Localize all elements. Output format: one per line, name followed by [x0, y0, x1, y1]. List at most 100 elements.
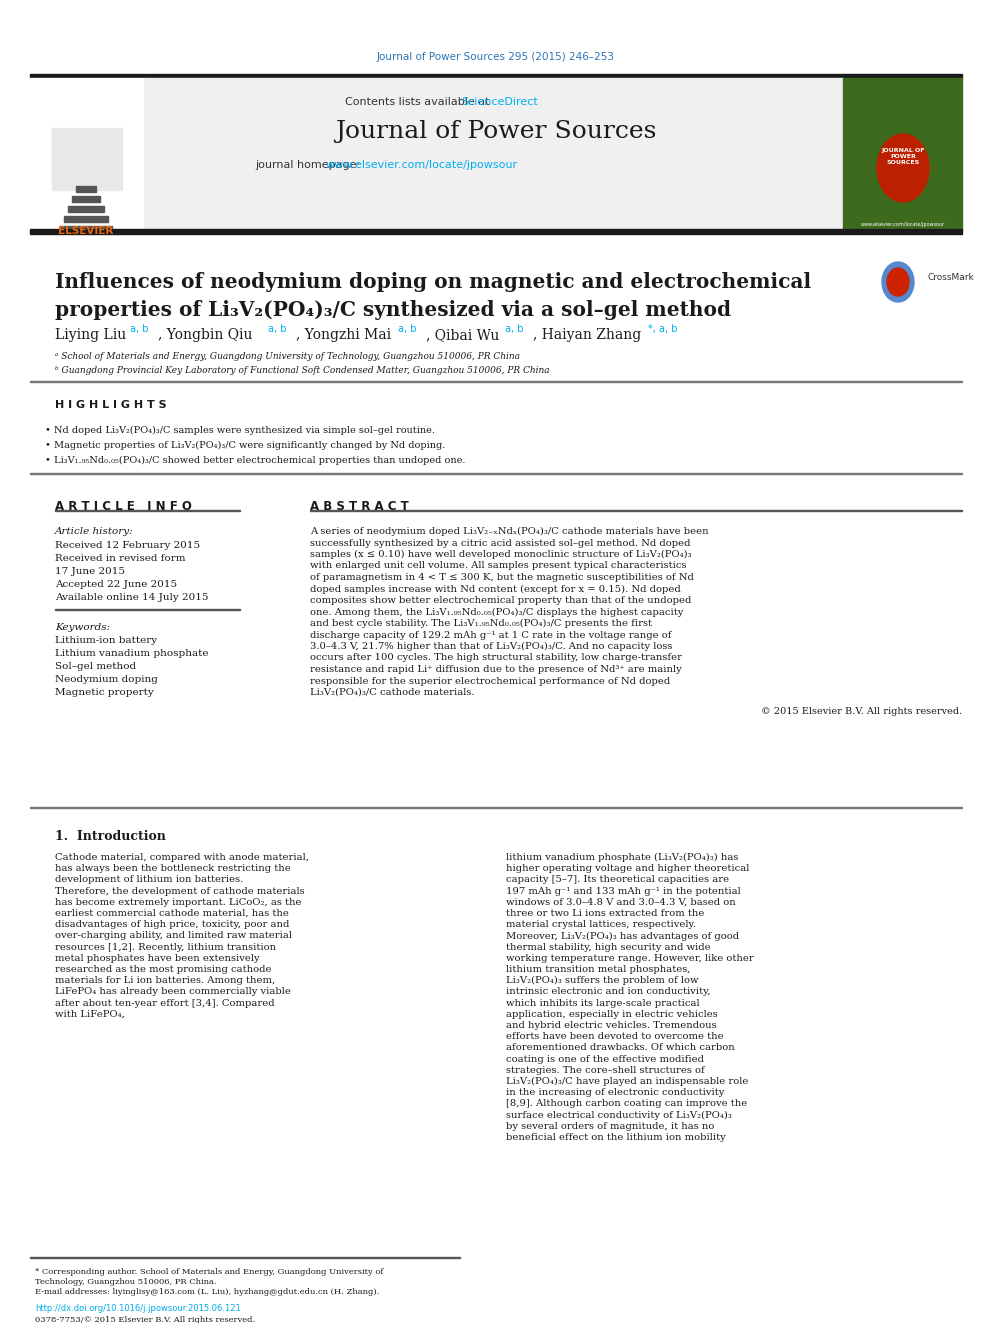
Text: a, b: a, b — [505, 324, 524, 333]
Text: Magnetic property: Magnetic property — [55, 688, 154, 697]
Text: composites show better electrochemical property than that of the undoped: composites show better electrochemical p… — [310, 595, 691, 605]
Bar — [843, 78, 962, 230]
Text: Neodymium doping: Neodymium doping — [55, 675, 158, 684]
Bar — [30, 807, 962, 808]
Text: Available online 14 July 2015: Available online 14 July 2015 — [55, 593, 208, 602]
Text: resistance and rapid Li⁺ diffusion due to the presence of Nd³⁺ are mainly: resistance and rapid Li⁺ diffusion due t… — [310, 665, 682, 673]
Text: material crystal lattices, respectively.: material crystal lattices, respectively. — [506, 921, 695, 929]
Text: ScienceDirect: ScienceDirect — [461, 97, 538, 107]
Text: efforts have been devoted to overcome the: efforts have been devoted to overcome th… — [506, 1032, 723, 1041]
Text: has always been the bottleneck restricting the: has always been the bottleneck restricti… — [55, 864, 291, 873]
Text: LiFePO₄ has already been commercially viable: LiFePO₄ has already been commercially vi… — [55, 987, 291, 996]
Text: [8,9]. Although carbon coating can improve the: [8,9]. Although carbon coating can impro… — [506, 1099, 747, 1109]
Text: disadvantages of high price, toxicity, poor and: disadvantages of high price, toxicity, p… — [55, 921, 290, 929]
Text: Keywords:: Keywords: — [55, 623, 110, 632]
Text: journal homepage:: journal homepage: — [255, 160, 364, 169]
Text: ᵃ School of Materials and Energy, Guangdong University of Technology, Guangzhou : ᵃ School of Materials and Energy, Guangd… — [55, 352, 520, 361]
Text: • Li₃V₁.₉₅Nd₀.₀₅(PO₄)₃/C showed better electrochemical properties than undoped o: • Li₃V₁.₉₅Nd₀.₀₅(PO₄)₃/C showed better e… — [45, 456, 465, 466]
Text: Li₃V₂(PO₄)₃ suffers the problem of low: Li₃V₂(PO₄)₃ suffers the problem of low — [506, 976, 698, 986]
Bar — [68, 206, 104, 212]
Text: JOURNAL OF
POWER
SOURCES: JOURNAL OF POWER SOURCES — [881, 148, 925, 164]
Text: Technology, Guangzhou 510006, PR China.: Technology, Guangzhou 510006, PR China. — [35, 1278, 216, 1286]
Text: , Yongzhi Mai: , Yongzhi Mai — [296, 328, 391, 343]
Text: CrossMark: CrossMark — [928, 273, 975, 282]
Text: www.elsevier.com/locate/jpowsour: www.elsevier.com/locate/jpowsour — [325, 160, 517, 169]
Bar — [60, 226, 112, 232]
Text: and best cycle stability. The Li₃V₁.₉₅Nd₀.₀₅(PO₄)₃/C presents the first: and best cycle stability. The Li₃V₁.₉₅Nd… — [310, 619, 652, 628]
Text: H I G H L I G H T S: H I G H L I G H T S — [55, 400, 167, 410]
Text: 0378-7753/© 2015 Elsevier B.V. All rights reserved.: 0378-7753/© 2015 Elsevier B.V. All right… — [35, 1316, 255, 1323]
Bar — [30, 229, 962, 234]
Text: three or two Li ions extracted from the: three or two Li ions extracted from the — [506, 909, 704, 918]
Ellipse shape — [887, 269, 909, 296]
Text: A B S T R A C T: A B S T R A C T — [310, 500, 409, 513]
Text: over-charging ability, and limited raw material: over-charging ability, and limited raw m… — [55, 931, 292, 941]
Text: 1.  Introduction: 1. Introduction — [55, 830, 166, 843]
Text: and hybrid electric vehicles. Tremendous: and hybrid electric vehicles. Tremendous — [506, 1021, 716, 1031]
Text: successfully synthesized by a citric acid assisted sol–gel method. Nd doped: successfully synthesized by a citric aci… — [310, 538, 690, 548]
Bar — [30, 78, 143, 230]
Text: surface electrical conductivity of Li₃V₂(PO₄)₃: surface electrical conductivity of Li₃V₂… — [506, 1110, 732, 1119]
Text: 17 June 2015: 17 June 2015 — [55, 568, 125, 576]
Text: , Haiyan Zhang: , Haiyan Zhang — [533, 328, 641, 343]
Text: Journal of Power Sources 295 (2015) 246–253: Journal of Power Sources 295 (2015) 246–… — [377, 52, 615, 62]
Text: working temperature range. However, like other: working temperature range. However, like… — [506, 954, 754, 963]
Text: A series of neodymium doped Li₃V₂₋ₓNdₓ(PO₄)₃/C cathode materials have been: A series of neodymium doped Li₃V₂₋ₓNdₓ(P… — [310, 527, 708, 536]
Text: capacity [5–7]. Its theoretical capacities are: capacity [5–7]. Its theoretical capaciti… — [506, 876, 729, 884]
Text: Li₃V₂(PO₄)₃/C have played an indispensable role: Li₃V₂(PO₄)₃/C have played an indispensab… — [506, 1077, 748, 1086]
Text: Lithium-ion battery: Lithium-ion battery — [55, 636, 157, 646]
Text: with LiFePO₄,: with LiFePO₄, — [55, 1009, 125, 1019]
Bar — [30, 74, 962, 78]
Text: www.elsevier.com/locate/jpowsour: www.elsevier.com/locate/jpowsour — [861, 222, 945, 228]
Text: Accepted 22 June 2015: Accepted 22 June 2015 — [55, 579, 178, 589]
Text: Therefore, the development of cathode materials: Therefore, the development of cathode ma… — [55, 886, 305, 896]
Text: 3.0–4.3 V, 21.7% higher than that of Li₃V₂(PO₄)₃/C. And no capacity loss: 3.0–4.3 V, 21.7% higher than that of Li₃… — [310, 642, 673, 651]
Text: in the increasing of electronic conductivity: in the increasing of electronic conducti… — [506, 1089, 724, 1097]
Bar — [52, 128, 122, 191]
Text: responsible for the superior electrochemical performance of Nd doped: responsible for the superior electrochem… — [310, 676, 671, 685]
Text: a, b: a, b — [268, 324, 287, 333]
Text: Moreover, Li₃V₂(PO₄)₃ has advantages of good: Moreover, Li₃V₂(PO₄)₃ has advantages of … — [506, 931, 739, 941]
Text: a, b: a, b — [398, 324, 417, 333]
Text: windows of 3.0–4.8 V and 3.0–4.3 V, based on: windows of 3.0–4.8 V and 3.0–4.3 V, base… — [506, 898, 736, 906]
Bar — [143, 78, 843, 230]
Text: strategies. The core–shell structures of: strategies. The core–shell structures of — [506, 1066, 704, 1074]
Text: occurs after 100 cycles. The high structural stability, low charge-transfer: occurs after 100 cycles. The high struct… — [310, 654, 682, 663]
Text: Influences of neodymium doping on magnetic and electrochemical: Influences of neodymium doping on magnet… — [55, 273, 811, 292]
Text: © 2015 Elsevier B.V. All rights reserved.: © 2015 Elsevier B.V. All rights reserved… — [761, 708, 962, 717]
Text: coating is one of the effective modified: coating is one of the effective modified — [506, 1054, 704, 1064]
Text: has become extremely important. LiCoO₂, as the: has become extremely important. LiCoO₂, … — [55, 898, 302, 906]
Text: higher operating voltage and higher theoretical: higher operating voltage and higher theo… — [506, 864, 749, 873]
Text: Li₃V₂(PO₄)₃/C cathode materials.: Li₃V₂(PO₄)₃/C cathode materials. — [310, 688, 474, 697]
Text: Received in revised form: Received in revised form — [55, 554, 186, 564]
Bar — [76, 187, 96, 192]
Text: ᵇ Guangdong Provincial Key Laboratory of Functional Soft Condensed Matter, Guang: ᵇ Guangdong Provincial Key Laboratory of… — [55, 366, 550, 374]
Text: materials for Li ion batteries. Among them,: materials for Li ion batteries. Among th… — [55, 976, 275, 986]
Text: researched as the most promising cathode: researched as the most promising cathode — [55, 964, 272, 974]
Text: beneficial effect on the lithium ion mobility: beneficial effect on the lithium ion mob… — [506, 1132, 726, 1142]
Text: Article history:: Article history: — [55, 527, 134, 536]
Text: 197 mAh g⁻¹ and 133 mAh g⁻¹ in the potential: 197 mAh g⁻¹ and 133 mAh g⁻¹ in the poten… — [506, 886, 741, 896]
Text: , Qibai Wu: , Qibai Wu — [426, 328, 499, 343]
Text: lithium transition metal phosphates,: lithium transition metal phosphates, — [506, 964, 690, 974]
Text: ELSEVIER: ELSEVIER — [59, 226, 114, 235]
Text: properties of Li₃V₂(PO₄)₃/C synthesized via a sol–gel method: properties of Li₃V₂(PO₄)₃/C synthesized … — [55, 300, 731, 320]
Text: which inhibits its large-scale practical: which inhibits its large-scale practical — [506, 999, 699, 1008]
Bar — [72, 196, 100, 202]
Text: of paramagnetism in 4 < T ≤ 300 K, but the magnetic susceptibilities of Nd: of paramagnetism in 4 < T ≤ 300 K, but t… — [310, 573, 693, 582]
Text: earliest commercial cathode material, has the: earliest commercial cathode material, ha… — [55, 909, 289, 918]
Text: doped samples increase with Nd content (except for x = 0.15). Nd doped: doped samples increase with Nd content (… — [310, 585, 681, 594]
Text: Sol–gel method: Sol–gel method — [55, 662, 136, 671]
Text: *, a, b: *, a, b — [648, 324, 678, 333]
Text: Journal of Power Sources: Journal of Power Sources — [335, 120, 657, 143]
Bar — [30, 404, 962, 472]
Text: • Nd doped Li₃V₂(PO₄)₃/C samples were synthesized via simple sol–gel routine.: • Nd doped Li₃V₂(PO₄)₃/C samples were sy… — [45, 426, 435, 435]
Text: aforementioned drawbacks. Of which carbon: aforementioned drawbacks. Of which carbo… — [506, 1044, 735, 1052]
Text: development of lithium ion batteries.: development of lithium ion batteries. — [55, 876, 243, 884]
Text: * Corresponding author. School of Materials and Energy, Guangdong University of: * Corresponding author. School of Materi… — [35, 1267, 384, 1275]
Bar — [30, 472, 962, 474]
Text: Liying Liu: Liying Liu — [55, 328, 126, 343]
Bar — [30, 381, 962, 382]
Text: with enlarged unit cell volume. All samples present typical characteristics: with enlarged unit cell volume. All samp… — [310, 561, 686, 570]
Text: one. Among them, the Li₃V₁.₉₅Nd₀.₀₅(PO₄)₃/C displays the highest capacity: one. Among them, the Li₃V₁.₉₅Nd₀.₀₅(PO₄)… — [310, 607, 683, 617]
